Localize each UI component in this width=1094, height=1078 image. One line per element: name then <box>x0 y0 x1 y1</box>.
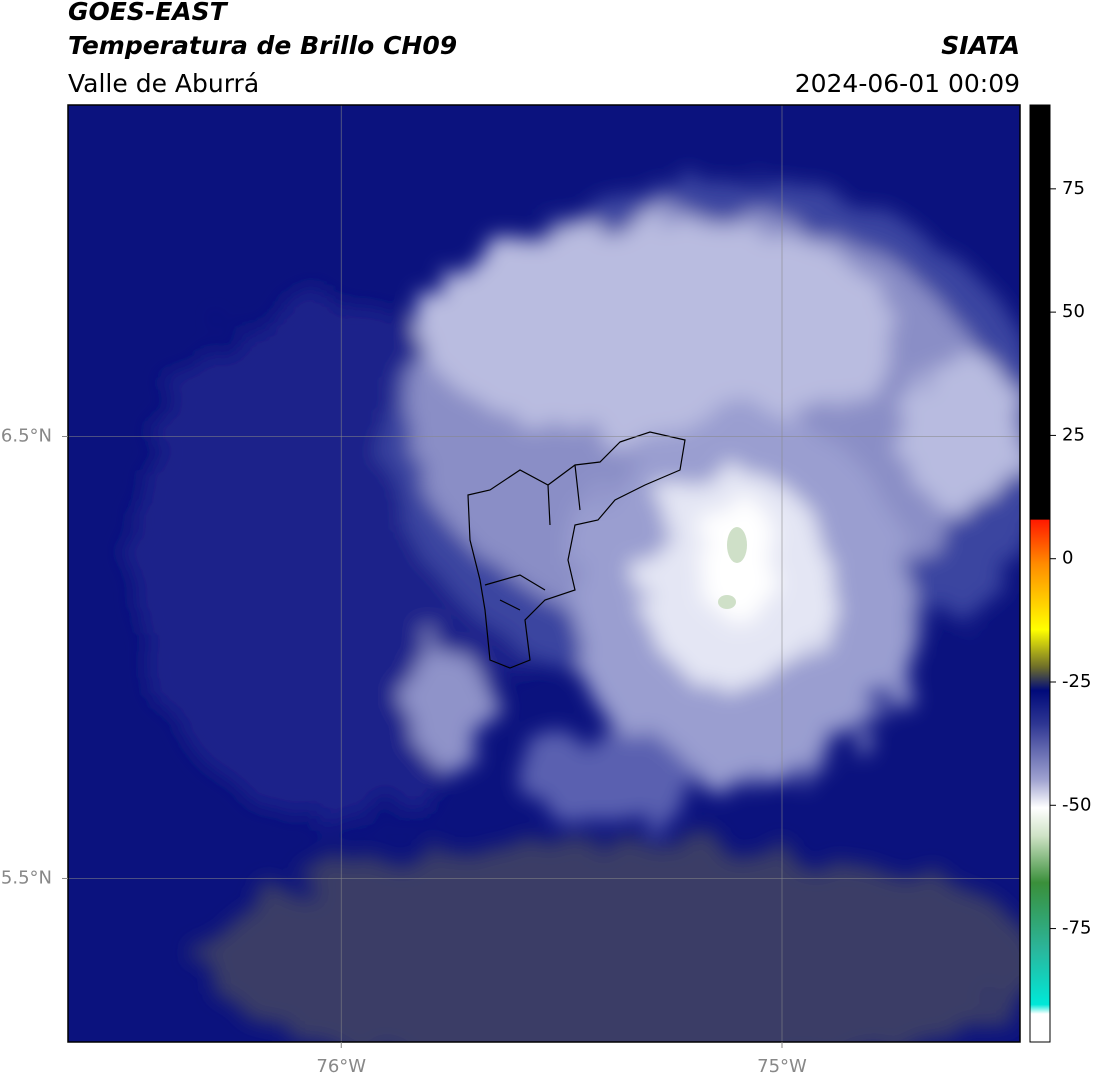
municipal-boundaries <box>467 431 686 669</box>
region: Valle de Aburrá <box>68 69 259 98</box>
colorbar-tick-label: 25 <box>1062 424 1085 445</box>
lat-label: 5.5°N <box>1 867 52 888</box>
colorbar-tick-label: -75 <box>1062 918 1091 939</box>
colorbar-tick-label: -50 <box>1062 794 1091 815</box>
lat-label: 6.5°N <box>1 425 52 446</box>
colorbar <box>1029 104 1051 1043</box>
graticule <box>68 105 1020 1042</box>
colorbar-tick-label: 75 <box>1062 178 1085 199</box>
colorbar-tick-label: 0 <box>1062 548 1073 569</box>
map-frame <box>67 104 1021 1043</box>
title: GOES-EAST <box>68 0 229 26</box>
colorbar-tick-label: 50 <box>1062 301 1085 322</box>
lon-label: 75°W <box>757 1056 807 1077</box>
subtitle: Temperatura de Brillo CH09 <box>68 31 457 60</box>
datetime: 2024-06-01 00:09 <box>795 69 1020 98</box>
satellite-image <box>68 105 1020 1042</box>
colorbar-tick-label: -25 <box>1062 671 1091 692</box>
source: SIATA <box>941 31 1020 60</box>
lon-label: 76°W <box>316 1056 366 1077</box>
